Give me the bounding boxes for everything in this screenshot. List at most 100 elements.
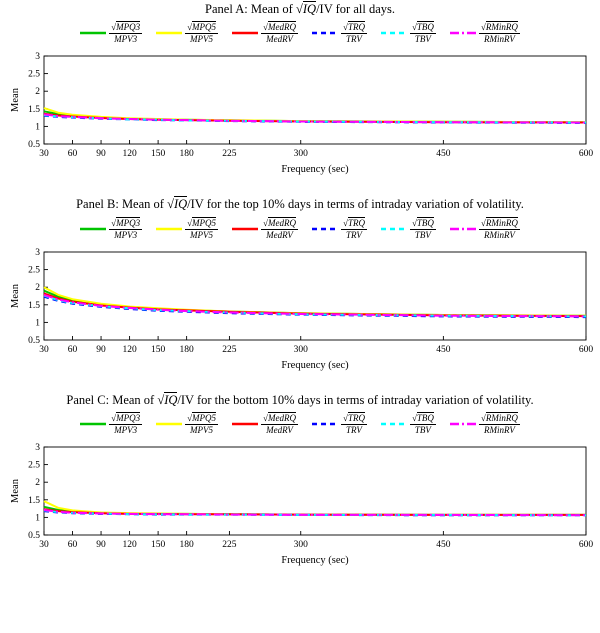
legend-fraction-numerator: √ MPQ5 (185, 411, 219, 426)
legend-numerator-text: TBQ (416, 21, 434, 33)
x-tick-label: 300 (294, 149, 309, 159)
x-tick-label: 120 (122, 149, 137, 159)
legend-line-sample (232, 227, 259, 230)
legend-label-fraction: √ MPQ5 MPV5 (185, 21, 219, 46)
x-axis-label: Frequency (sec) (281, 555, 349, 566)
legend-item-medrq: √ MedRQ MedRV (232, 216, 298, 242)
x-tick-label: 600 (579, 149, 594, 159)
legend-label-fraction: √ MedRQ MedRV (261, 216, 298, 242)
legend-numerator-text: TRQ (347, 411, 365, 423)
x-tick-label: 90 (96, 345, 106, 355)
legend-denominator-text: MPV3 (114, 34, 138, 45)
legend-item-mpq5: √ MPQ5 MPV5 (156, 411, 219, 437)
title-rest: /IV for all days. (316, 2, 395, 16)
figure-page: Panel A: Mean of √IQ/IV for all days. √ M… (0, 1, 600, 578)
x-tick-label: 300 (294, 345, 309, 355)
sqrt-radical-sign: √ (263, 22, 268, 33)
legend-label-fraction: √ MPQ5 MPV5 (185, 411, 219, 437)
y-tick-label: 1.5 (28, 105, 40, 115)
sqrt-radical-sign: √ (157, 392, 165, 407)
legend-fraction-numerator: √ MPQ3 (109, 411, 143, 426)
legend-item-rminrq: √ RMinRQ RMinRV (449, 216, 520, 242)
sqrt-radical-sign: √ (480, 412, 486, 423)
x-tick-label: 300 (294, 540, 309, 550)
x-tick-label: 60 (68, 540, 78, 550)
sqrt-term: √IQ (295, 1, 317, 16)
sqrt-radical-sign: √ (411, 217, 417, 228)
y-tick-label: 3 (35, 248, 40, 258)
legend-fraction-numerator: √ TRQ (340, 216, 367, 230)
sqrt-radical-sign: √ (411, 22, 417, 33)
x-tick-label: 450 (436, 149, 451, 159)
legend-label-fraction: √ MPQ3 MPV3 (109, 411, 143, 437)
y-tick-label: 2.5 (28, 461, 40, 471)
legend-line-sample (232, 32, 259, 35)
legend-denominator-text: TBV (414, 229, 431, 240)
legend-item-mpq5: √ MPQ5 MPV5 (156, 21, 219, 46)
legend-item-mpq3: √ MPQ3 MPV3 (80, 216, 143, 242)
legend-item-mpq3: √ MPQ3 MPV3 (80, 411, 143, 437)
x-tick-label: 180 (180, 149, 195, 159)
legend-numerator-text: TRQ (347, 21, 365, 33)
series-line-rminrq (43, 509, 587, 517)
legend-numerator-text: RMinRQ (485, 216, 518, 228)
legend-line-sample (449, 227, 476, 230)
panel-a-legend: √ MPQ3 MPV3 √ MPQ5 MPV5 √ MedRQ MedRV √ TRQ TRV √ TBQ… (0, 18, 600, 48)
legend-item-rminrq: √ RMinRQ RMinRV (449, 411, 520, 437)
legend-label-fraction: √ RMinRQ RMinRV (478, 411, 520, 437)
legend-label-fraction: √ MPQ5 MPV5 (185, 216, 219, 242)
panel-c-plot: 30 60 90 120 150 180 225 300 450 600 0.5 1 1.5 2 2.5 3 F… (6, 439, 600, 578)
panel-c-title: Panel C: Mean of √IQ/IV for the bottom 1… (0, 391, 600, 407)
sqrt-radical-sign: √ (295, 2, 303, 16)
legend-label-fraction: √ TRQ TRV (340, 21, 367, 46)
legend-numerator-text: TBQ (416, 216, 434, 228)
legend-denominator-text: MedRV (266, 425, 293, 436)
legend-denominator-text: TBV (414, 34, 431, 45)
legend-denominator-text: MedRV (266, 229, 293, 240)
legend-line-sample (311, 227, 338, 230)
series-line-rminrq (43, 293, 587, 318)
legend-label-fraction: √ TBQ TBV (409, 216, 436, 242)
legend-denominator-text: RMinRV (483, 425, 515, 436)
y-tick-label: 2 (35, 478, 40, 488)
legend-item-tbq: √ TBQ TBV (380, 21, 436, 46)
legend-numerator-text: MPQ3 (116, 411, 141, 423)
legend-line-sample (311, 422, 338, 426)
legend-numerator-text: TBQ (416, 411, 434, 423)
legend-label-fraction: √ TBQ TBV (409, 411, 436, 437)
legend-line-sample (449, 422, 476, 426)
y-tick-label: 1 (35, 123, 40, 133)
sqrt-radical-sign: √ (111, 22, 117, 33)
x-tick-label: 90 (96, 540, 106, 550)
panel-a-title: Panel A: Mean of √IQ/IV for all days. (0, 1, 600, 16)
y-tick-label: 2.5 (28, 265, 40, 275)
x-tick-label: 30 (39, 149, 49, 159)
series-line-rminrq (43, 113, 587, 124)
panel-c: Panel C: Mean of √IQ/IV for the bottom 1… (0, 391, 600, 578)
y-tick-label: 1 (35, 318, 40, 328)
y-tick-label: 3 (35, 52, 40, 62)
legend-item-tbq: √ TBQ TBV (380, 411, 436, 437)
legend-line-sample (80, 227, 107, 230)
legend-line-sample (380, 227, 407, 230)
y-tick-label: 1 (35, 514, 40, 524)
sqrt-radical-sign: √ (480, 217, 486, 228)
legend-fraction-numerator: √ TBQ (409, 216, 436, 230)
legend-numerator-text: MedRQ (267, 411, 296, 423)
series-line-mpq3 (43, 289, 587, 317)
legend-numerator-text: TRQ (347, 216, 365, 228)
x-tick-label: 450 (436, 345, 451, 355)
legend-denominator-text: RMinRV (483, 34, 515, 45)
panel-c-legend: √ MPQ3 MPV3 √ MPQ5 MPV5 √ MedRQ MedRV √ TRQ TRV √ TBQ… (0, 409, 600, 439)
y-tick-label: 3 (35, 443, 40, 453)
legend-denominator-text: TRV (346, 425, 362, 436)
sqrt-radical-sign: √ (187, 217, 193, 228)
legend-denominator-text: MedRV (266, 34, 293, 45)
x-tick-label: 60 (68, 345, 78, 355)
panel-b-legend: √ MPQ3 MPV3 √ MPQ5 MPV5 √ MedRQ MedRV √ TRQ TRV √ TBQ… (0, 214, 600, 244)
legend-fraction-numerator: √ RMinRQ (478, 216, 520, 230)
plot-svg: 30 60 90 120 150 180 225 300 450 600 0.5 1 1.5 2 2.5 3 F… (10, 248, 593, 371)
legend-numerator-text: MPQ3 (116, 216, 141, 228)
x-tick-label: 30 (39, 345, 49, 355)
panel-b-title: Panel B: Mean of √IQ/IV for the top 10% … (0, 196, 600, 212)
